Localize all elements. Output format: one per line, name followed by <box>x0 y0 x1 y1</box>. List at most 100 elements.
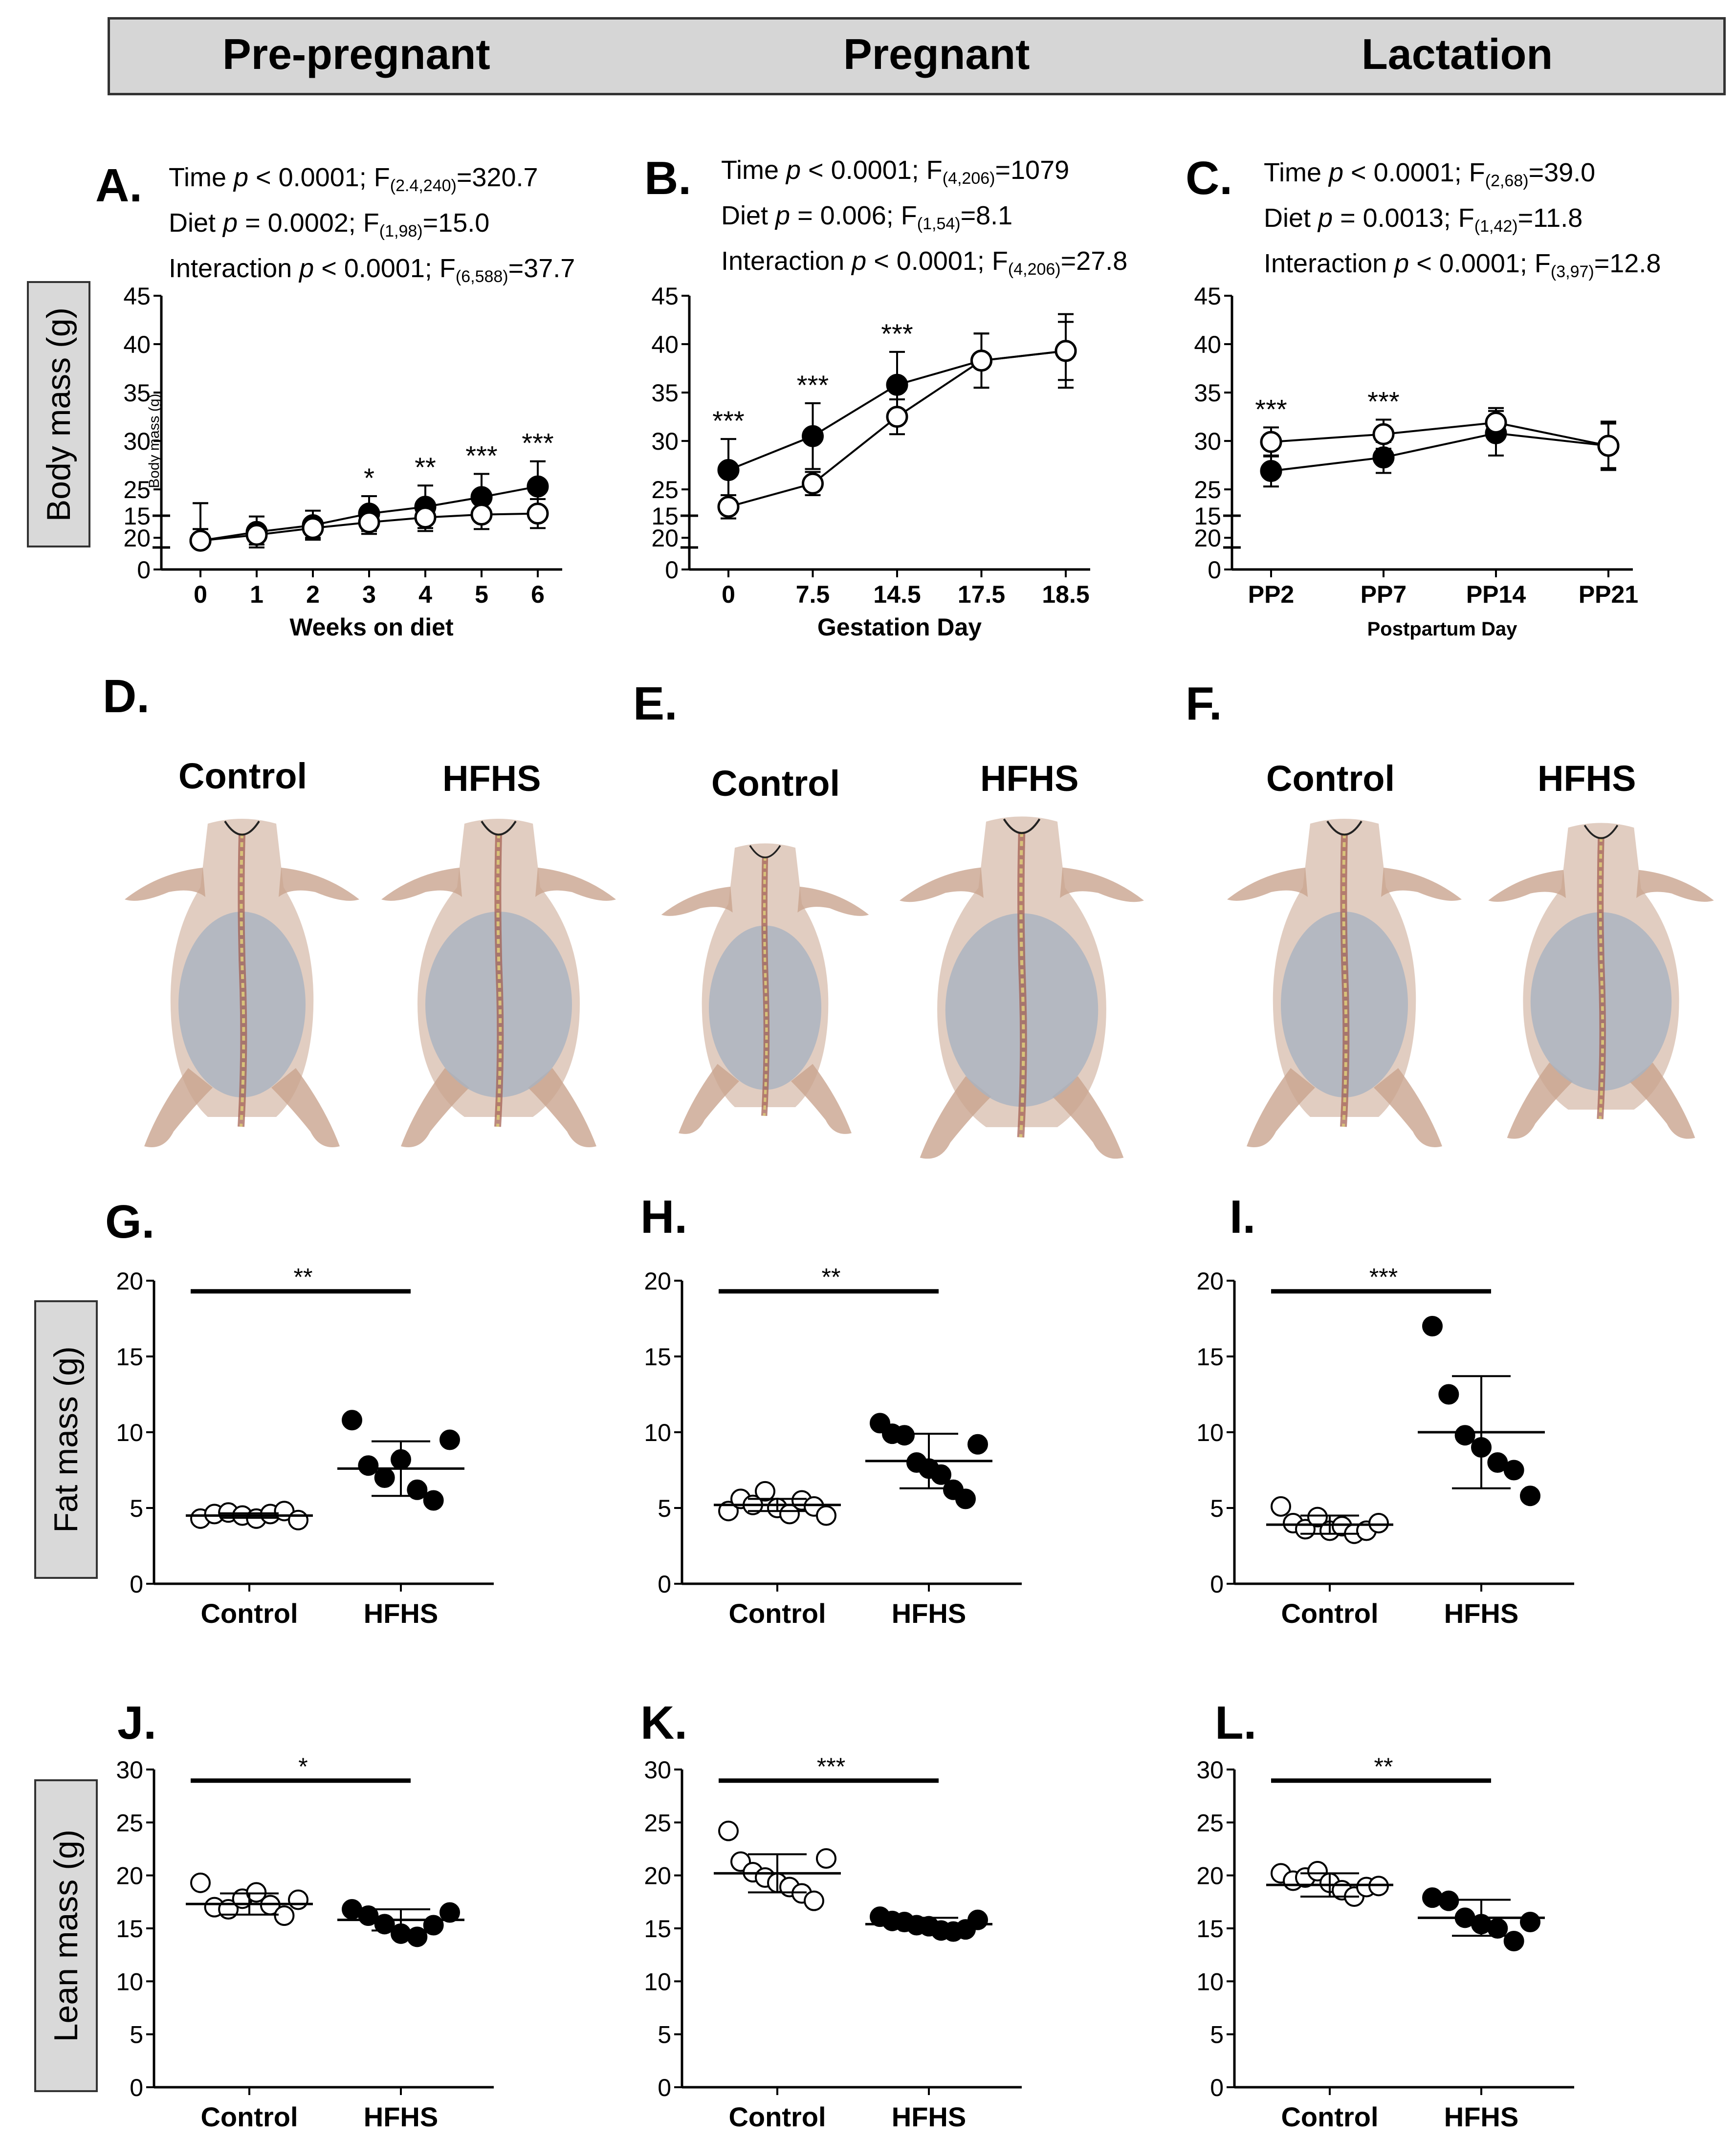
chart-a-control-point <box>470 503 493 526</box>
chart-i-xtick-label: HFHS <box>1444 1598 1518 1629</box>
chart-g-hfhs-point <box>342 1410 362 1431</box>
chart-k-ytick-label: 10 <box>644 1968 671 1995</box>
chart-c-ytick-label: 35 <box>1194 379 1221 407</box>
chart-l-ytick-label: 10 <box>1196 1968 1224 1995</box>
panel-label-e: E. <box>633 677 678 730</box>
chart-l-control-point <box>1307 1861 1328 1881</box>
chart-a-significance: *** <box>522 428 553 459</box>
panel-label-a: A. <box>95 159 142 212</box>
chart-b-xlabel: Gestation Day <box>817 613 982 641</box>
panel-label-f: F. <box>1186 677 1222 730</box>
chart-a-hfhs-point <box>527 475 549 498</box>
chart-l-hfhs-point <box>1438 1890 1459 1911</box>
chart-g-ytick-label: 5 <box>130 1495 143 1522</box>
chart-b-ytick-label: 45 <box>651 283 679 310</box>
chart-k-significance: *** <box>817 1753 845 1780</box>
stats-a-interaction: Interaction p < 0.0001; F(6,588)=37.7 <box>169 254 575 286</box>
scan-e-control-right-arm <box>797 886 869 916</box>
chart-c-xlabel: Postpartum Day <box>1367 618 1517 640</box>
chart-k-control-point <box>816 1848 836 1869</box>
panel-label-j: J. <box>117 1697 157 1749</box>
stats-b: Time p < 0.0001; F(4,206)=1079 Diet p = … <box>721 152 1127 288</box>
chart-b-ytick-label: 0 <box>665 556 679 584</box>
chart-l-xtick-label: HFHS <box>1444 2101 1518 2132</box>
chart-h-hfhs-point <box>955 1488 976 1509</box>
chart-b-control-point <box>970 350 992 372</box>
chart-k-ytick-label: 20 <box>644 1862 671 1890</box>
stats-b-diet: Diet p = 0.006; F(1,54)=8.1 <box>721 201 1013 233</box>
chart-l-hfhs-point <box>1422 1887 1443 1908</box>
chart-b-xtick-label: 14.5 <box>873 581 921 608</box>
chart-c-control-point <box>1260 431 1282 453</box>
chart-b-ytick-label: 40 <box>651 331 679 358</box>
chart-a-control-point <box>527 502 549 525</box>
chart-g-hfhs-point <box>407 1479 428 1500</box>
chart-i-ytick-label: 10 <box>1196 1419 1224 1446</box>
chart-k-hfhs-point <box>967 1909 988 1930</box>
chart-a-ytick-label: 20 <box>123 524 151 552</box>
stats-c: Time p < 0.0001; F(2,68)=39.0 Diet p = 0… <box>1264 154 1661 290</box>
chart-a-xtick-label: 4 <box>418 581 432 608</box>
panel-label-b: B. <box>644 152 691 204</box>
chart-b-xtick-label: 7.5 <box>796 581 830 608</box>
chart-k-ytick-label: 25 <box>644 1809 671 1836</box>
chart-b-ytick-label: 30 <box>651 428 679 455</box>
chart-a-xtick-label: 5 <box>475 581 488 608</box>
photo-e-hfhs-title: HFHS <box>980 758 1079 799</box>
photo-f-control-title: Control <box>1266 758 1395 799</box>
chart-i-hfhs-point <box>1503 1460 1524 1481</box>
chart-j-ytick-label: 25 <box>116 1809 143 1836</box>
chart-j-lean-mass-prepregnant: 0 5 10 15 20 25 30 Control HFHS * <box>116 1753 494 2132</box>
chart-l-ytick-label: 20 <box>1196 1862 1224 1890</box>
chart-k-ytick-label: 30 <box>644 1756 671 1784</box>
chart-i-hfhs-point <box>1422 1316 1443 1336</box>
stats-a: Time p < 0.0001; F(2.4,240)=320.7 Diet p… <box>169 159 575 295</box>
chart-k-ytick-label: 5 <box>658 2021 671 2049</box>
chart-j-hfhs-point <box>439 1902 460 1923</box>
chart-h-control-point <box>718 1501 739 1522</box>
chart-h-control-point <box>816 1505 836 1526</box>
scan-d-hfhs-right-arm <box>535 868 616 901</box>
chart-c-xtick-label: PP2 <box>1248 581 1295 608</box>
chart-g-hfhs-point <box>358 1455 379 1476</box>
chart-b-hfhs-point <box>802 425 824 447</box>
chart-l-hfhs-point <box>1487 1918 1508 1939</box>
chart-a-inner-ylabel: Body mass (g) <box>146 393 162 488</box>
chart-a-xtick-label: 1 <box>250 581 264 608</box>
scan-f-hfhs-head-outline <box>1583 825 1619 839</box>
scan-d-control-left-arm <box>125 868 205 901</box>
chart-a-ytick-label: 0 <box>137 556 151 584</box>
chart-i-ytick-label: 15 <box>1196 1343 1224 1371</box>
scan-f-hfhs-vertebrae <box>1599 837 1604 1119</box>
scan-f-control <box>1217 814 1472 1166</box>
chart-h-control-point <box>755 1481 775 1502</box>
chart-b-control-point <box>1055 340 1077 362</box>
chart-g-ytick-label: 15 <box>116 1343 143 1371</box>
chart-k-ytick-label: 0 <box>658 2074 671 2101</box>
chart-b-hfhs-point <box>886 373 908 396</box>
photo-d-hfhs-title: HFHS <box>442 758 541 799</box>
chart-c-ytick-label: 25 <box>1194 476 1221 503</box>
chart-i-hfhs-point <box>1520 1486 1540 1507</box>
ylabel-fat-mass: Fat mass (g) <box>47 1346 85 1533</box>
chart-b-significance: *** <box>797 370 829 400</box>
chart-l-ytick-label: 0 <box>1210 2074 1224 2101</box>
chart-c-ytick-label: 40 <box>1194 331 1221 358</box>
chart-h-significance: ** <box>822 1264 841 1291</box>
chart-a-control-point <box>189 529 212 552</box>
stats-c-diet: Diet p = 0.0013; F(1,42)=11.8 <box>1264 203 1583 236</box>
chart-b-ytick-label: 35 <box>651 379 679 407</box>
scan-d-hfhs <box>372 814 626 1166</box>
chart-h-ytick-label: 15 <box>644 1343 671 1371</box>
chart-i-xtick-label: Control <box>1281 1598 1378 1629</box>
scan-d-hfhs-left-arm <box>381 868 462 901</box>
chart-l-hfhs-point <box>1520 1912 1540 1932</box>
scan-d-control <box>115 814 369 1166</box>
chart-c-xtick-label: PP7 <box>1361 581 1407 608</box>
chart-b-ytick-label: 20 <box>651 524 679 552</box>
header-pregnant: Pregnant <box>843 30 1030 78</box>
scan-d-control-right-arm <box>279 868 359 901</box>
scan-e-control-vertebrae <box>763 856 768 1116</box>
chart-g-hfhs-point <box>423 1490 444 1511</box>
